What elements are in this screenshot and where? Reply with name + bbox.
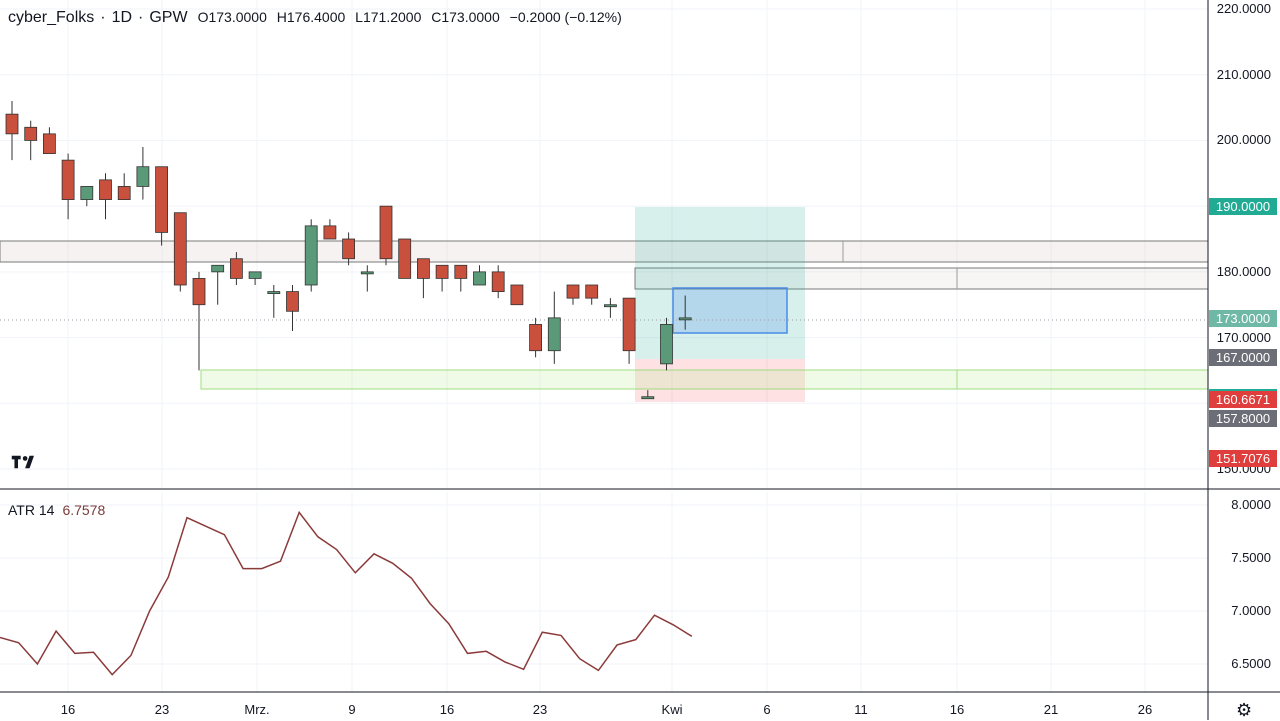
legend-dot: · bbox=[100, 9, 106, 26]
price-tag: 190.0000 bbox=[1209, 198, 1277, 216]
legend-open: O173.0000 bbox=[197, 9, 267, 25]
price-tick-label: 210.0000 bbox=[1216, 66, 1271, 82]
legend-dot: · bbox=[138, 9, 144, 26]
symbol-legend[interactable]: cyber_Folks · 1D · GPW O173.0000 H176.40… bbox=[8, 9, 628, 27]
candle-body bbox=[641, 396, 655, 400]
price-tag: 151.7076 bbox=[1209, 449, 1277, 467]
candle-body bbox=[24, 126, 38, 141]
legend-close: C173.0000 bbox=[431, 9, 500, 25]
time-tick-label: Kwi bbox=[661, 702, 683, 717]
atr-tick-label: 8.0000 bbox=[1231, 497, 1271, 512]
candle-body bbox=[398, 238, 412, 279]
price-tick-label: 170.0000 bbox=[1216, 329, 1271, 345]
candle-body bbox=[604, 304, 617, 308]
atr-tick-label: 7.5000 bbox=[1231, 550, 1271, 565]
candle-body bbox=[173, 212, 187, 286]
candle-body bbox=[416, 258, 430, 279]
time-tick-label: 16 bbox=[60, 702, 76, 717]
candle-body bbox=[136, 166, 150, 187]
candle-body bbox=[248, 271, 262, 279]
candle-body bbox=[566, 284, 580, 299]
atr-value: 6.7578 bbox=[62, 502, 106, 518]
legend-symbol[interactable]: cyber_Folks bbox=[8, 9, 95, 26]
support-zone bbox=[200, 369, 1209, 390]
time-tick-label: 9 bbox=[348, 702, 356, 717]
atr-line bbox=[0, 510, 693, 676]
candle-body bbox=[473, 271, 486, 286]
candle-body bbox=[192, 278, 206, 306]
candle-body bbox=[43, 133, 56, 154]
atr-tick-label: 6.5000 bbox=[1231, 656, 1271, 671]
legend-change: −0.2000 (−0.12%) bbox=[509, 9, 622, 25]
atr-name: ATR 14 bbox=[8, 502, 55, 518]
candle-body bbox=[510, 284, 524, 306]
time-tick-label: 11 bbox=[854, 702, 868, 717]
candle-body bbox=[622, 297, 636, 352]
candle-body bbox=[435, 264, 449, 279]
candle-body bbox=[304, 225, 318, 286]
legend-high: H176.4000 bbox=[276, 9, 346, 25]
time-tick-label: 16 bbox=[439, 702, 455, 717]
candle-body bbox=[286, 291, 299, 312]
time-tick-label: 23 bbox=[154, 702, 170, 717]
legend-ohlc: O173.0000 H176.4000 L171.2000 C173.0000 … bbox=[198, 9, 628, 25]
atr-legend[interactable]: ATR 14 6.7578 bbox=[8, 502, 105, 518]
time-tick-label: 6 bbox=[763, 702, 771, 717]
time-tick-label: 16 bbox=[949, 702, 965, 717]
candle-body bbox=[585, 284, 599, 299]
candles-series bbox=[5, 101, 692, 400]
candle-body bbox=[454, 264, 468, 279]
candle-body bbox=[61, 159, 75, 200]
grid-lines bbox=[0, 0, 1208, 692]
highlight-box bbox=[672, 287, 788, 334]
candle-body bbox=[660, 324, 673, 365]
candle-body bbox=[379, 205, 393, 260]
time-tick-label: 26 bbox=[1137, 702, 1153, 717]
price-tick-label: 180.0000 bbox=[1216, 263, 1271, 279]
tradingview-logo-icon[interactable] bbox=[10, 452, 42, 472]
candle-body bbox=[211, 264, 225, 273]
settings-gear-icon[interactable]: ⚙ bbox=[1236, 700, 1253, 720]
candle-body bbox=[117, 186, 131, 200]
legend-low: L171.2000 bbox=[355, 9, 422, 25]
candle-body bbox=[155, 166, 169, 233]
candle-body bbox=[323, 225, 337, 240]
candle-body bbox=[491, 271, 505, 292]
candle-body bbox=[678, 317, 692, 321]
price-tag: 160.6671 bbox=[1209, 390, 1277, 408]
candle-body bbox=[80, 186, 94, 200]
price-tag: 173.0000 bbox=[1209, 309, 1277, 327]
candle-body bbox=[342, 238, 356, 260]
candle-body bbox=[529, 324, 542, 352]
legend-interval: 1D bbox=[111, 9, 133, 26]
price-tag: 157.8000 bbox=[1209, 409, 1277, 427]
time-tick-label: 23 bbox=[532, 702, 548, 717]
legend-exchange: GPW bbox=[149, 9, 188, 26]
long-position-loss bbox=[635, 359, 805, 402]
candle-body bbox=[267, 291, 281, 294]
price-tag: 167.0000 bbox=[1209, 349, 1277, 367]
time-tick-label: 21 bbox=[1043, 702, 1059, 717]
price-tick-label: 220.0000 bbox=[1216, 1, 1271, 16]
candle-body bbox=[547, 317, 561, 352]
time-tick-label: Mrz. bbox=[244, 702, 270, 717]
candle-body bbox=[99, 179, 112, 200]
candle-body bbox=[229, 258, 243, 279]
atr-series bbox=[0, 510, 693, 676]
price-tick-label: 200.0000 bbox=[1216, 132, 1271, 148]
candle-body bbox=[360, 271, 374, 275]
atr-tick-label: 7.0000 bbox=[1231, 603, 1271, 618]
candle-body bbox=[5, 113, 19, 135]
